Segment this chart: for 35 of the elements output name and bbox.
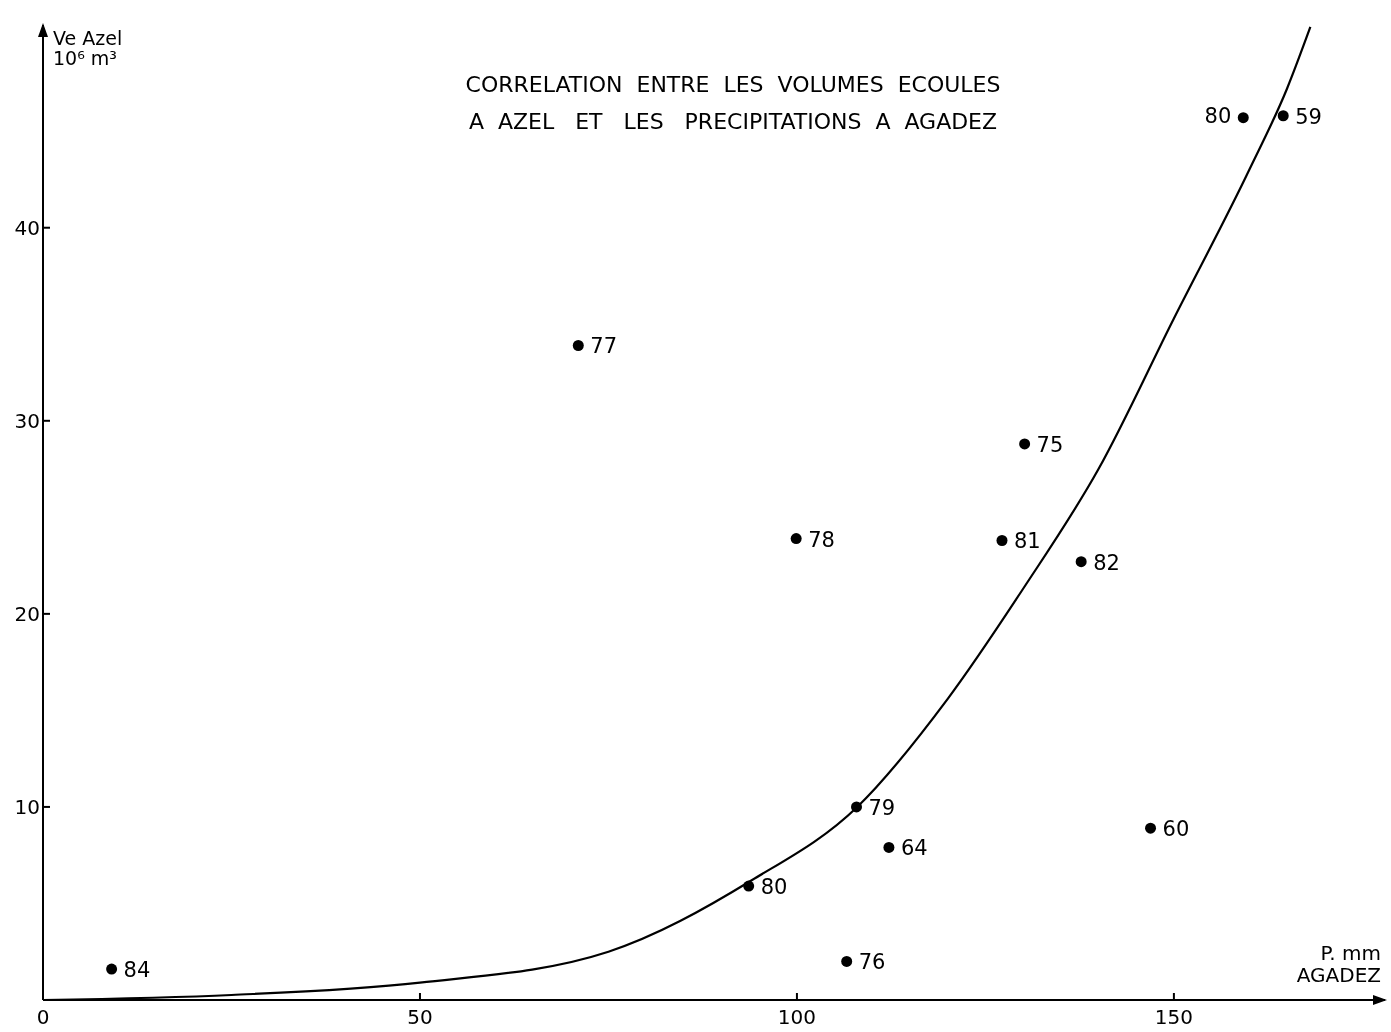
x-axis-title: P. mm AGADEZ [1296, 941, 1381, 987]
annotation: 80 [1204, 103, 1232, 128]
annotation: 84 [123, 958, 151, 983]
annotation: 60 [1162, 817, 1190, 842]
annotation: 79 [868, 795, 896, 820]
annotation: 59 [1295, 104, 1322, 129]
y-tick-label: 40 [14, 215, 40, 240]
point [996, 535, 1008, 546]
annotation: 77 [590, 334, 618, 359]
x-tick-label: 50 [407, 1005, 433, 1029]
annotation: 80 [760, 875, 788, 900]
point [106, 963, 118, 975]
y-axis-title: Ve Azel 10⁶ m³ [53, 27, 123, 69]
y-tick-label: 30 [14, 408, 40, 433]
y-tick-label: 10 [14, 794, 40, 819]
y-tick-label: 20 [14, 601, 40, 626]
annotation: 64 [900, 836, 928, 861]
point [572, 340, 584, 351]
annotation: 78 [808, 527, 835, 552]
annotation: 75 [1036, 432, 1064, 457]
point [790, 533, 802, 545]
point [841, 955, 853, 967]
x-tick-label: 0 [36, 1005, 50, 1029]
point [1019, 438, 1031, 450]
point [1145, 822, 1157, 834]
annotation: 82 [1093, 550, 1120, 575]
point [1075, 556, 1087, 568]
x-tick-label: 100 [777, 1005, 817, 1029]
annotation: 81 [1014, 529, 1041, 554]
point [1237, 112, 1249, 124]
x-tick-label: 150 [1154, 1005, 1193, 1029]
annotation: 76 [858, 950, 886, 975]
point [883, 841, 895, 853]
text: CORRELATION ENTRE LES VOLUMES ECOULES A AZEL ET LES PRECIPITATIONS A AGADEZ [465, 72, 1001, 134]
point [1277, 110, 1289, 122]
